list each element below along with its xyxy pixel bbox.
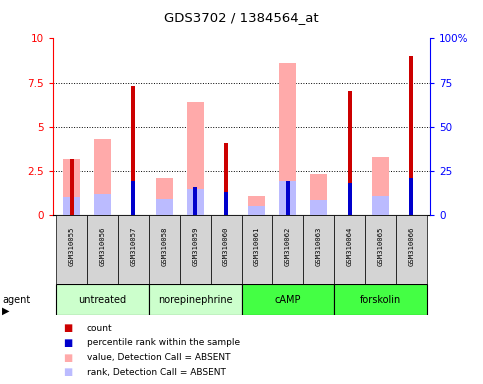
Bar — [193, 187, 197, 215]
Bar — [365, 215, 396, 284]
Bar — [248, 206, 266, 215]
Text: percentile rank within the sample: percentile rank within the sample — [87, 338, 240, 348]
Bar — [372, 197, 389, 215]
Text: GSM310060: GSM310060 — [223, 227, 229, 266]
Text: ■: ■ — [63, 367, 72, 377]
Text: GSM310061: GSM310061 — [254, 227, 260, 266]
Text: norepinephrine: norepinephrine — [158, 295, 232, 305]
Text: GSM310055: GSM310055 — [69, 227, 75, 266]
Bar — [94, 194, 111, 215]
Bar — [303, 215, 334, 284]
Bar — [63, 159, 80, 215]
Text: ■: ■ — [63, 338, 72, 348]
Bar — [279, 182, 296, 215]
Bar — [149, 284, 242, 315]
Bar — [63, 197, 80, 215]
Bar — [118, 215, 149, 284]
Text: ■: ■ — [63, 353, 72, 362]
Bar — [211, 215, 242, 284]
Bar — [94, 139, 111, 215]
Bar — [279, 63, 296, 215]
Text: value, Detection Call = ABSENT: value, Detection Call = ABSENT — [87, 353, 230, 362]
Text: cAMP: cAMP — [274, 295, 301, 305]
Bar — [187, 102, 204, 215]
Bar — [409, 56, 413, 215]
Text: GSM310062: GSM310062 — [285, 227, 291, 266]
Bar — [334, 284, 427, 315]
Bar — [310, 174, 327, 215]
Bar — [334, 215, 365, 284]
Text: GSM310057: GSM310057 — [130, 227, 136, 266]
Bar — [131, 86, 135, 215]
Bar — [131, 182, 135, 215]
Text: agent: agent — [2, 295, 30, 305]
Text: untreated: untreated — [78, 295, 127, 305]
Text: ▶: ▶ — [2, 306, 10, 316]
Bar — [180, 215, 211, 284]
Bar — [149, 215, 180, 284]
Bar — [56, 215, 87, 284]
Bar — [409, 178, 413, 215]
Text: GSM310059: GSM310059 — [192, 227, 198, 266]
Bar — [272, 215, 303, 284]
Bar — [224, 192, 228, 215]
Bar — [156, 178, 173, 215]
Text: count: count — [87, 324, 113, 333]
Bar — [242, 284, 334, 315]
Bar — [87, 215, 118, 284]
Text: GSM310064: GSM310064 — [347, 227, 353, 266]
Text: GDS3702 / 1384564_at: GDS3702 / 1384564_at — [164, 12, 319, 25]
Bar — [248, 195, 266, 215]
Text: rank, Detection Call = ABSENT: rank, Detection Call = ABSENT — [87, 367, 226, 377]
Text: GSM310058: GSM310058 — [161, 227, 167, 266]
Text: forskolin: forskolin — [360, 295, 401, 305]
Text: GSM310063: GSM310063 — [316, 227, 322, 266]
Bar — [348, 183, 352, 215]
Text: ■: ■ — [63, 323, 72, 333]
Bar — [224, 142, 228, 215]
Bar — [348, 91, 352, 215]
Bar — [310, 200, 327, 215]
Bar — [187, 189, 204, 215]
Bar — [372, 157, 389, 215]
Text: GSM310066: GSM310066 — [408, 227, 414, 266]
Bar — [286, 182, 290, 215]
Bar — [56, 284, 149, 315]
Text: GSM310056: GSM310056 — [99, 227, 106, 266]
Bar — [156, 199, 173, 215]
Text: GSM310065: GSM310065 — [377, 227, 384, 266]
Bar — [396, 215, 427, 284]
Bar — [242, 215, 272, 284]
Bar — [70, 159, 74, 215]
